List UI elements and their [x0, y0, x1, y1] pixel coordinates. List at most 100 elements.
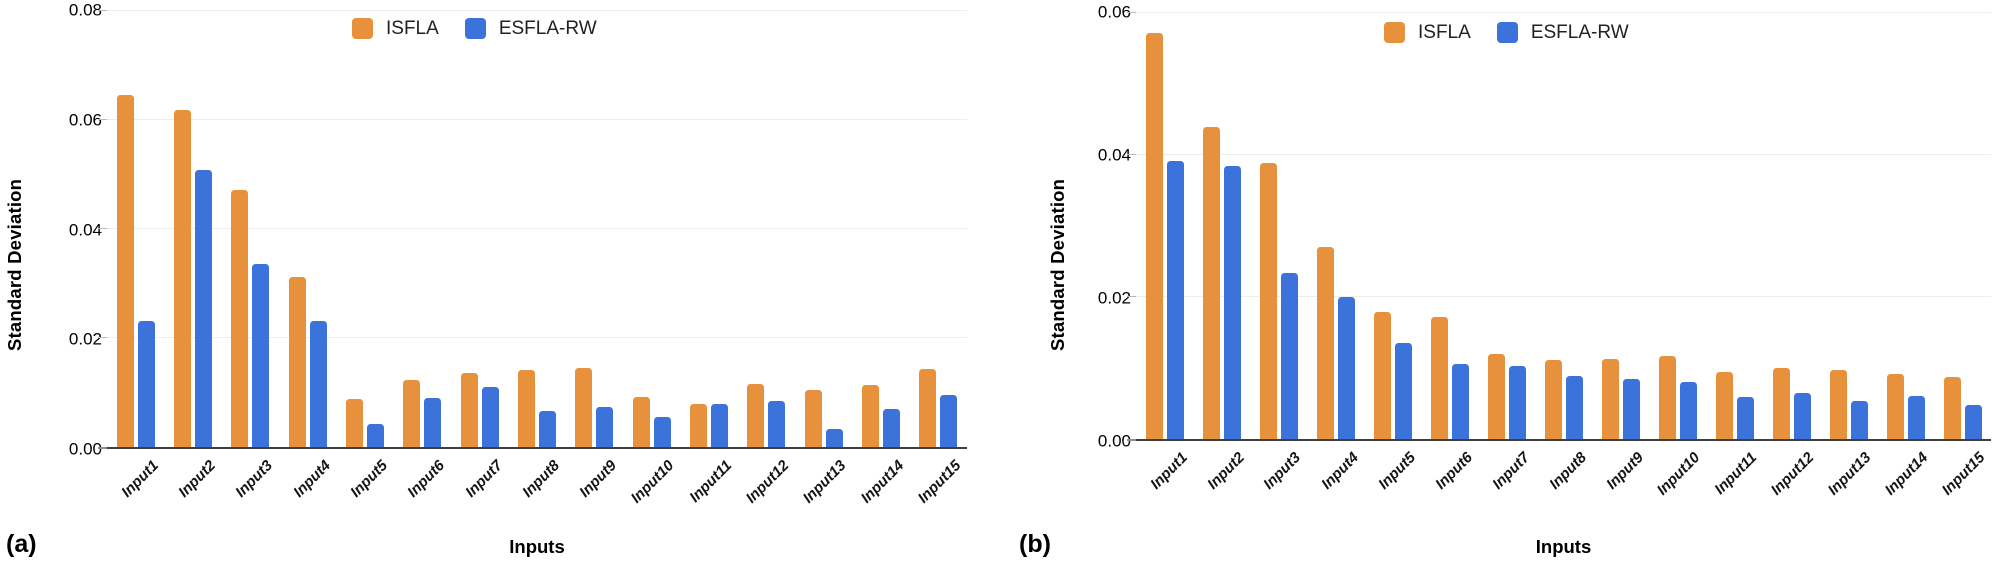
bar-isfla-input4	[1316, 246, 1334, 439]
bar-esfla-rw-input6	[1451, 363, 1469, 439]
bar-group-input13	[795, 10, 852, 447]
bar-esfla-rw-input12	[1793, 393, 1811, 439]
legend-label: ISFLA	[1418, 22, 1471, 43]
bar-esfla-rw-input11	[710, 403, 728, 447]
x-tick-label-input7: Input7	[461, 457, 506, 501]
legend: ISFLA ESFLA-RW	[352, 18, 597, 39]
bar-group-input4	[279, 10, 336, 447]
legend-label: ESFLA-RW	[1530, 22, 1629, 43]
x-axis-tick-labels: Input1 Input2 Input3 Input4 Input5 Input6 Inpu…	[1136, 449, 1991, 524]
x-tick-label-input1: Input1	[1146, 449, 1191, 493]
gridline-0.02	[98, 337, 967, 339]
bar-isfla-input11	[1715, 372, 1733, 439]
y-tick-label-0.06: 0.06	[1097, 2, 1131, 22]
chart-panel-b: Standard Deviation 0.00 0.02 0.04 0.06 Inpu…	[1001, 0, 2001, 574]
y-tick-label-0.02: 0.02	[1097, 288, 1131, 308]
bar-esfla-rw-input14	[1907, 395, 1925, 439]
x-tick-label-input2: Input2	[175, 457, 220, 501]
bar-esfla-rw-input14	[882, 409, 900, 447]
x-tick-label-input10: Input10	[1653, 449, 1704, 499]
bar-esfla-rw-input2	[1223, 165, 1241, 439]
bar-isfla-input13	[804, 389, 822, 447]
x-tick-label-input15: Input15	[914, 457, 965, 507]
bar-group-input10	[1649, 12, 1706, 439]
y-axis-title: Standard Deviation	[4, 178, 25, 352]
bar-group-input5	[336, 10, 393, 447]
bar-esfla-rw-input1	[1166, 161, 1184, 439]
bar-isfla-input3	[231, 190, 249, 447]
bars-area	[107, 10, 967, 447]
bar-isfla-input1	[116, 94, 134, 447]
bar-esfla-rw-input5	[1394, 342, 1412, 439]
bar-esfla-rw-input15	[940, 394, 958, 447]
bar-group-input14	[1877, 12, 1934, 439]
bar-group-input5	[1364, 12, 1421, 439]
bar-group-input15	[910, 10, 967, 447]
x-tick-label-input15: Input15	[1938, 449, 1989, 499]
x-axis-title: Inputs	[1535, 536, 1592, 557]
bar-esfla-rw-input15	[1964, 404, 1982, 439]
bar-isfla-input6	[403, 380, 421, 447]
bar-group-input7	[451, 10, 508, 447]
bar-isfla-input14	[861, 384, 879, 447]
bar-group-input14	[852, 10, 909, 447]
y-tick-label-0.04: 0.04	[68, 220, 102, 239]
gridline-0.02	[1127, 296, 1991, 298]
x-tick-label-input6: Input6	[1431, 449, 1476, 493]
bar-group-input9	[566, 10, 623, 447]
x-tick-label-input10: Input10	[627, 457, 678, 507]
bar-isfla-input10	[1658, 355, 1676, 439]
x-tick-label-input6: Input6	[404, 457, 449, 501]
panel-letter: (b)	[1019, 530, 1051, 558]
bar-group-input2	[164, 10, 221, 447]
x-tick-label-input3: Input3	[1260, 449, 1305, 493]
bar-isfla-input9	[575, 368, 593, 447]
isfla-color-swatch	[352, 18, 373, 39]
legend-item-isfla: ISFLA	[1384, 22, 1471, 43]
bar-isfla-input12	[1772, 367, 1790, 439]
gridline-0.04	[1127, 153, 1991, 155]
bar-isfla-input7	[460, 373, 478, 447]
bar-isfla-input7	[1487, 353, 1505, 439]
bar-group-input11	[680, 10, 737, 447]
bar-group-input10	[623, 10, 680, 447]
isfla-color-swatch	[1384, 22, 1405, 43]
bar-esfla-rw-input1	[137, 321, 155, 447]
legend-label: ESFLA-RW	[498, 18, 597, 39]
bar-esfla-rw-input3	[252, 264, 270, 447]
bar-group-input3	[222, 10, 279, 447]
bar-esfla-rw-input13	[1850, 400, 1868, 439]
bar-esfla-rw-input7	[1508, 365, 1526, 439]
bar-esfla-rw-input7	[481, 387, 499, 447]
bar-esfla-rw-input4	[309, 321, 327, 447]
gridline-0.06	[1127, 11, 1991, 13]
x-tick-label-input5: Input5	[1374, 449, 1419, 493]
bar-isfla-input2	[173, 109, 191, 447]
y-tick-label-0.08: 0.08	[68, 0, 102, 20]
bar-isfla-input6	[1430, 316, 1448, 439]
bar-esfla-rw-input10	[653, 416, 671, 447]
x-tick-label-input12: Input12	[742, 457, 793, 507]
bar-group-input12	[738, 10, 795, 447]
x-tick-label-input8: Input8	[1545, 449, 1590, 493]
bar-group-input2	[1193, 12, 1250, 439]
bar-isfla-input2	[1202, 127, 1220, 439]
y-tick-label-0.04: 0.04	[1097, 145, 1131, 165]
legend-item-esfla-rw: ESFLA-RW	[464, 18, 597, 39]
gridline-0.08	[98, 9, 967, 11]
bar-isfla-input11	[689, 404, 707, 447]
bar-isfla-input15	[1943, 377, 1961, 439]
x-tick-label-input11: Input11	[1711, 449, 1761, 498]
legend-label: ISFLA	[386, 18, 439, 39]
bar-isfla-input4	[288, 277, 306, 447]
bar-isfla-input14	[1886, 373, 1904, 439]
x-tick-label-input13: Input13	[1824, 449, 1875, 499]
x-tick-label-input2: Input2	[1203, 449, 1248, 493]
bar-esfla-rw-input2	[194, 169, 212, 447]
bar-isfla-input10	[632, 396, 650, 447]
legend: ISFLA ESFLA-RW	[1384, 22, 1629, 43]
x-tick-label-input14: Input14	[1881, 449, 1932, 499]
bar-isfla-input12	[747, 383, 765, 447]
x-tick-label-input4: Input4	[1317, 449, 1362, 493]
